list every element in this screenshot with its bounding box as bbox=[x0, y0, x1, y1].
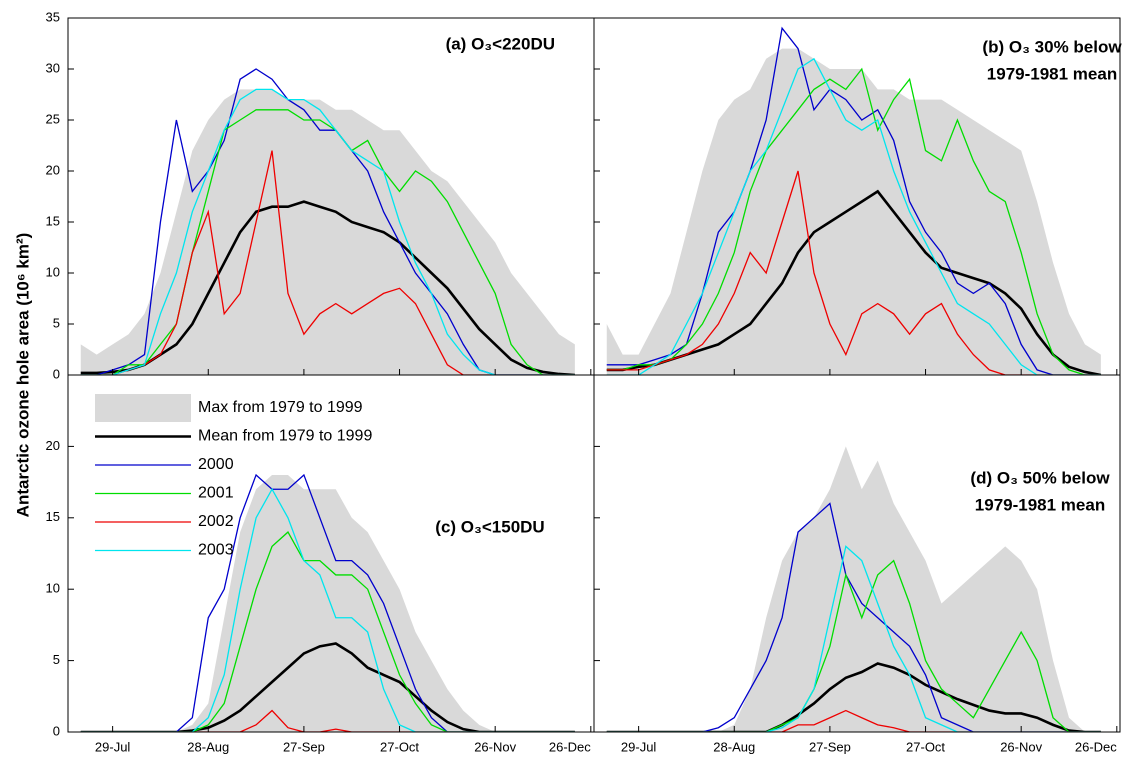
x-tick-label: 27-Oct bbox=[906, 739, 945, 754]
panel-title: 1979-1981 mean bbox=[987, 64, 1117, 83]
year-line bbox=[606, 26, 1101, 375]
year-line bbox=[606, 170, 1101, 375]
legend-label: 2003 bbox=[198, 542, 234, 559]
x-tick-label: 26-Nov bbox=[1000, 739, 1042, 754]
x-tick-label: 28-Aug bbox=[713, 739, 755, 754]
y-tick-label: 20 bbox=[46, 162, 60, 177]
y-tick-label: 20 bbox=[46, 438, 60, 453]
mean-line bbox=[606, 662, 1101, 732]
y-tick-label: 10 bbox=[46, 264, 60, 279]
y-tick-label: 15 bbox=[46, 509, 60, 524]
y-tick-label: 35 bbox=[46, 9, 60, 24]
panel-title: (a) O₃<220DU bbox=[446, 34, 555, 53]
year-line bbox=[80, 531, 575, 732]
y-tick-label: 15 bbox=[46, 213, 60, 228]
year-line bbox=[80, 487, 575, 732]
legend-label: Mean from 1979 to 1999 bbox=[198, 428, 372, 445]
y-tick-label: 30 bbox=[46, 60, 60, 75]
year-line bbox=[606, 559, 1101, 732]
year-line bbox=[606, 709, 1101, 732]
year-line bbox=[606, 502, 1101, 732]
x-tick-label: 27-Sep bbox=[809, 739, 851, 754]
x-tick-label: 28-Aug bbox=[187, 739, 229, 754]
y-tick-label: 25 bbox=[46, 111, 60, 126]
mean-line bbox=[606, 189, 1102, 375]
panel bbox=[80, 68, 575, 375]
year-line bbox=[80, 473, 575, 732]
panel-title: (d) O₃ 50% below bbox=[970, 468, 1110, 487]
year-line bbox=[80, 109, 575, 375]
y-tick-label: 5 bbox=[53, 315, 60, 330]
y-axis-label: Antarctic ozone hole area (10⁶ km²) bbox=[13, 233, 32, 518]
year-line bbox=[606, 57, 1101, 375]
panel bbox=[80, 473, 575, 732]
panel-title: (c) O₃<150DU bbox=[435, 517, 544, 536]
legend-label: 2000 bbox=[198, 456, 234, 473]
x-tick-label: 27-Oct bbox=[380, 739, 419, 754]
mean-line bbox=[80, 642, 575, 732]
year-line bbox=[606, 67, 1101, 375]
legend-label: 2001 bbox=[198, 485, 234, 502]
year-line bbox=[80, 88, 575, 375]
panel bbox=[606, 26, 1102, 375]
max-area bbox=[80, 474, 575, 732]
legend-label: 2002 bbox=[198, 513, 234, 530]
x-tick-label: 26-Dec bbox=[1075, 739, 1117, 754]
x-tick-label: 26-Dec bbox=[549, 739, 591, 754]
legend-swatch bbox=[95, 394, 191, 422]
x-tick-label: 27-Sep bbox=[283, 739, 325, 754]
y-tick-label: 0 bbox=[53, 366, 60, 381]
y-tick-label: 5 bbox=[53, 652, 60, 667]
panel-frame bbox=[593, 374, 1121, 733]
legend-label: Max from 1979 to 1999 bbox=[198, 399, 363, 416]
x-tick-label: 29-Jul bbox=[95, 739, 131, 754]
x-tick-label: 26-Nov bbox=[474, 739, 516, 754]
year-line bbox=[606, 545, 1101, 732]
max-area bbox=[606, 48, 1101, 375]
panel bbox=[606, 446, 1101, 732]
year-line bbox=[80, 150, 575, 375]
mean-line bbox=[80, 200, 575, 375]
year-line bbox=[80, 709, 575, 732]
y-tick-label: 10 bbox=[46, 581, 60, 596]
y-tick-label: 0 bbox=[53, 723, 60, 738]
panel-title: 1979-1981 mean bbox=[975, 495, 1105, 514]
panel-title: (b) O₃ 30% below bbox=[982, 37, 1122, 56]
x-tick-label: 29-Jul bbox=[621, 739, 657, 754]
